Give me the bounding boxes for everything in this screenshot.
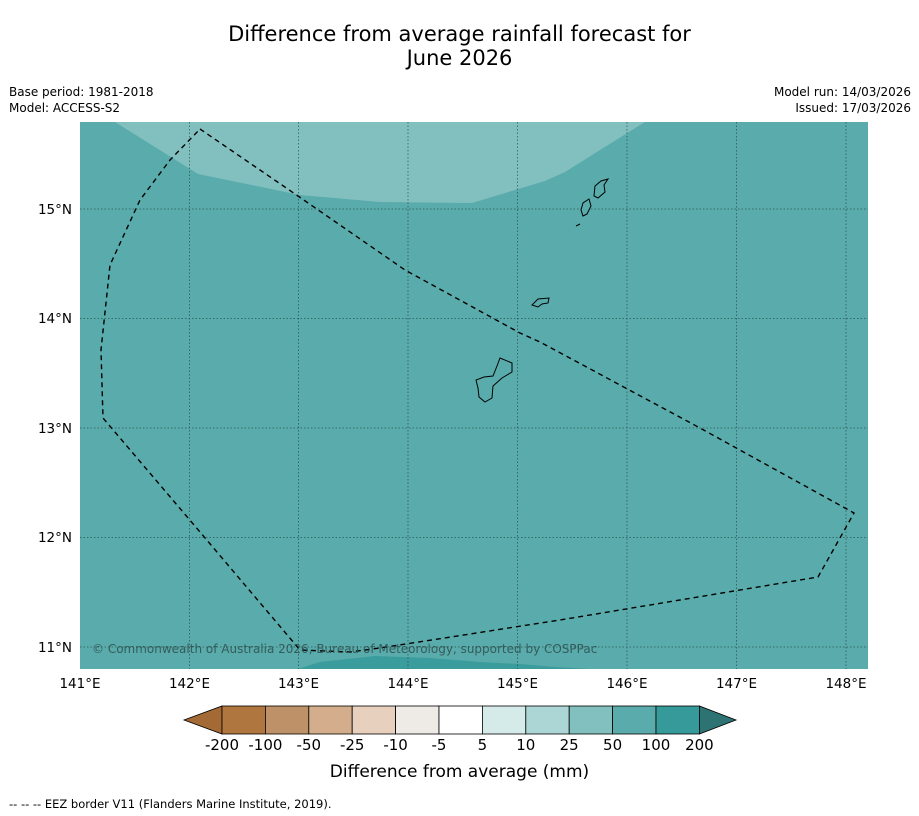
- lon-tick-142: 142°E: [169, 676, 210, 692]
- colorbar-label: -200: [204, 736, 240, 754]
- lat-tick-14: 14°N: [38, 311, 72, 327]
- colorbar-bin-2: [264, 705, 310, 735]
- meta-right: Model run: 14/03/2026 Issued: 17/03/2026: [774, 84, 911, 116]
- lon-tick-148: 148°E: [825, 676, 866, 692]
- lon-tick-144: 144°E: [387, 676, 428, 692]
- colorbar: [182, 705, 738, 735]
- lon-tick-146: 146°E: [606, 676, 647, 692]
- colorbar-bin-5: [395, 705, 440, 735]
- lat-tick-labels: 15°N 14°N 13°N 12°N 11°N: [38, 202, 72, 656]
- colorbar-bin-11: [655, 705, 700, 735]
- lon-tick-145: 145°E: [497, 676, 538, 692]
- title-line-2: June 2026: [406, 46, 513, 70]
- colorbar-label: 25: [559, 736, 579, 754]
- colorbar-bin-10: [612, 705, 657, 735]
- lat-tick-11: 11°N: [38, 640, 72, 656]
- copyright-text: © Commonwealth of Australia 2026, Bureau…: [92, 642, 598, 656]
- lon-tick-141: 141°E: [59, 676, 100, 692]
- issued-text: Issued: 17/03/2026: [795, 101, 911, 115]
- colorbar-bin-7: [481, 705, 527, 735]
- island-saipan: [593, 178, 610, 199]
- lat-tick-15: 15°N: [38, 202, 72, 218]
- base-period-text: Base period: 1981-2018: [9, 85, 154, 99]
- colorbar-label: 200: [685, 736, 714, 754]
- island-tinian: [580, 198, 592, 217]
- graticule: [80, 122, 868, 669]
- title-line-1: Difference from average rainfall forecas…: [228, 22, 691, 46]
- colorbar-right-arrow: [699, 705, 738, 735]
- colorbar-label: -25: [339, 736, 365, 754]
- meta-left: Base period: 1981-2018 Model: ACCESS-S2: [9, 84, 154, 116]
- islands: [475, 178, 610, 403]
- lat-tick-13: 13°N: [38, 421, 72, 437]
- colorbar-bin-1: [221, 705, 266, 735]
- lon-tick-147: 147°E: [716, 676, 757, 692]
- model-run-text: Model run: 14/03/2026: [773, 85, 911, 99]
- map-title: Difference from average rainfall forecas…: [0, 22, 919, 70]
- lon-tick-143: 143°E: [278, 676, 319, 692]
- darker-rainfall-region: [298, 656, 590, 669]
- island-aguijan: [575, 223, 581, 227]
- colorbar-title: Difference from average (mm): [329, 762, 590, 782]
- eez-border: [100, 128, 855, 653]
- colorbar-label: -10: [383, 736, 408, 754]
- colorbar-label: 100: [641, 736, 671, 754]
- eez-legend-note: -- -- -- EEZ border V11 (Flanders Marine…: [9, 797, 332, 811]
- colorbar-left-arrow: [182, 705, 223, 735]
- lighter-rainfall-region: [115, 122, 645, 203]
- model-text: Model: ACCESS-S2: [9, 101, 121, 115]
- colorbar-bin-9: [568, 705, 614, 735]
- colorbar-label: -50: [296, 736, 322, 754]
- colorbar-bin-3: [308, 705, 353, 735]
- lon-tick-labels: 141°E 142°E 143°E 144°E 145°E 146°E 147°…: [59, 676, 866, 692]
- colorbar-label: -100: [248, 736, 283, 754]
- colorbar-label: 50: [603, 736, 623, 754]
- colorbar-bin-6: [438, 705, 483, 735]
- colorbar-label: 10: [516, 736, 536, 754]
- colorbar-label: -5: [431, 736, 447, 754]
- island-rota: [531, 297, 550, 308]
- colorbar-bin-4: [351, 705, 397, 735]
- island-guam: [475, 357, 513, 403]
- colorbar-label: 5: [477, 736, 488, 754]
- map-background: [80, 122, 868, 669]
- lat-tick-12: 12°N: [38, 530, 72, 546]
- colorbar-bin-8: [525, 705, 570, 735]
